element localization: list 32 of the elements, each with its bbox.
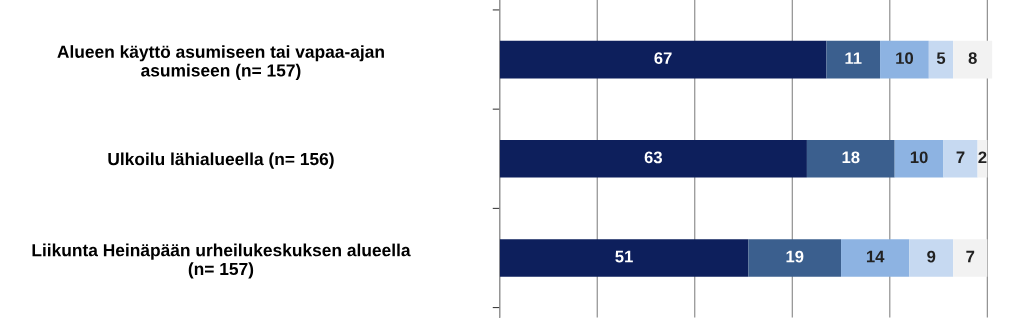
data-label: 10: [910, 151, 928, 164]
bar: [748, 239, 842, 277]
y-tick-label: Liikunta Heinäpään urheilukeskuksen alueella (n= 157): [32, 243, 411, 279]
bar: [943, 139, 978, 178]
data-label: 2: [978, 151, 987, 164]
bar: [806, 139, 895, 178]
data-label: 19: [786, 250, 804, 263]
bar: [928, 40, 954, 79]
bar: [953, 40, 993, 79]
y-tick-label: Alueen käyttö asumiseen tai vapaa-ajan asumiseen (n= 157): [57, 45, 384, 81]
data-label: 7: [956, 151, 965, 164]
bar: [894, 139, 944, 178]
bar: [499, 40, 827, 79]
data-label: 5: [936, 52, 946, 65]
bar: [909, 239, 954, 277]
data-label: 10: [896, 52, 914, 65]
bar: [841, 239, 910, 277]
data-label: 14: [866, 250, 885, 263]
bar: [953, 239, 988, 277]
data-label: 63: [644, 151, 662, 164]
bar: [826, 40, 881, 79]
data-label: 8: [968, 52, 977, 65]
data-label: 11: [845, 52, 862, 64]
data-label: 67: [654, 52, 672, 65]
data-label: 18: [842, 151, 860, 164]
data-label: 7: [966, 250, 975, 263]
data-label: 51: [615, 250, 633, 263]
y-tick-label: Ulkoilu lähialueella (n= 156): [108, 152, 334, 169]
data-label: 9: [927, 250, 936, 263]
bar: [499, 139, 807, 178]
bar: [499, 239, 749, 277]
bar: [880, 40, 929, 79]
